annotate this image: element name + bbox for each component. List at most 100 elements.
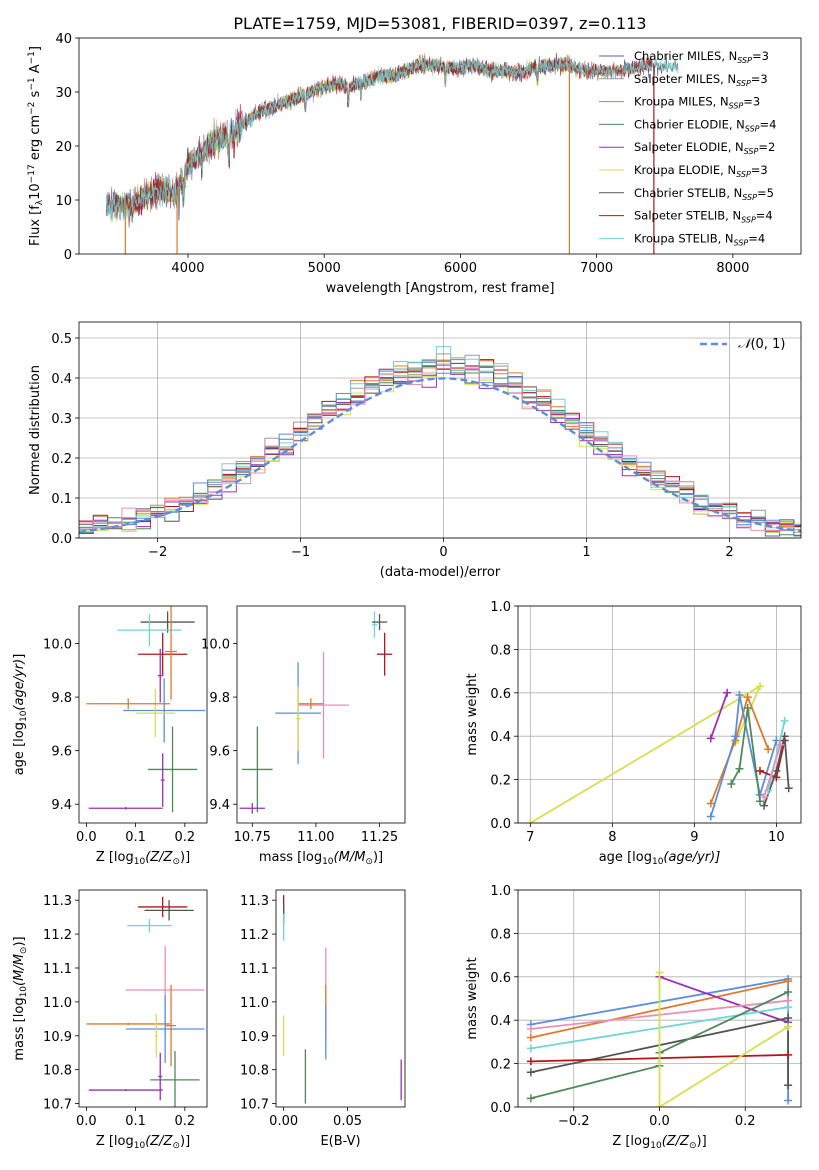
x-tick-label: 0.2 [175, 1114, 196, 1129]
y-tick-label: 0.4 [51, 372, 72, 387]
x-axis-label: age [log10(age/yr)] [599, 850, 721, 867]
plot-area [526, 968, 793, 1107]
x-tick-label: −0.2 [558, 1114, 590, 1129]
y-tick-label: 11.2 [43, 928, 72, 943]
mass-weight-marker [755, 682, 764, 691]
y-tick-label: 0.6 [490, 687, 511, 702]
chart-mw_vs_Z: −0.2 0.0 0.2 0.0 0.2 0.4 0.6 0.8 1.0 Z [log10(Z/Z… [465, 884, 802, 1151]
chart-spectrum: 4000 5000 6000 7000 8000 0 10 20 30 40 wavelength … [27, 32, 802, 296]
x-tick-label: 7 [526, 830, 534, 845]
y-tick-label: 0.4 [490, 730, 511, 745]
plot-area [105, 52, 679, 254]
axes-frame [78, 605, 208, 824]
mass-weight-marker [776, 740, 785, 749]
y-tick-label: 0.2 [490, 1058, 511, 1073]
histogram-series [79, 362, 801, 533]
mass-weight-marker [755, 797, 764, 806]
y-tick-label: 10.0 [201, 638, 230, 653]
x-tick-label: 11.00 [297, 830, 334, 845]
y-tick-label: 10.7 [240, 1098, 269, 1113]
plot-area [283, 895, 402, 1104]
mass-weight-marker [526, 1024, 535, 1033]
x-axis-label: wavelength [Angstrom, rest frame] [326, 281, 555, 296]
mass-weight-line [763, 735, 790, 806]
mass-weight-marker [743, 693, 752, 702]
y-tick-label: 0.0 [490, 1101, 511, 1116]
mass-weight-marker [706, 812, 715, 821]
mass-weight-line [709, 694, 770, 804]
y-tick-label: 0.0 [51, 532, 72, 547]
y-tick-label: 10.0 [43, 638, 72, 653]
histogram-series [79, 367, 801, 532]
mass-weight-marker [526, 1044, 535, 1053]
y-tick-label: 11.1 [240, 962, 269, 977]
plots-layer: 4000 5000 6000 7000 8000010203040wavelength … [12, 32, 802, 1151]
mass-weight-marker [784, 1014, 793, 1023]
histogram-series [79, 360, 801, 536]
y-tick-label: 11.3 [240, 894, 269, 909]
x-tick-label: 0.0 [76, 1114, 97, 1129]
y-axis-label: Normed distribution [28, 365, 43, 495]
x-axis-label: (data-model)/error [380, 565, 501, 580]
mass-weight-marker [784, 977, 793, 986]
y-tick-label: 10.8 [43, 1064, 72, 1079]
x-axis-label: Z [log10(Z/Z⊙)] [612, 1134, 706, 1151]
x-tick-label: 1 [582, 545, 590, 560]
mass-weight-marker [784, 1050, 793, 1059]
mass-weight-marker [655, 968, 664, 977]
y-tick-label: 0.5 [51, 332, 72, 347]
y-tick-label: 10.8 [240, 1064, 269, 1079]
y-tick-label: 11.0 [43, 996, 72, 1011]
plot-area [239, 611, 393, 814]
x-axis-label: Z [log10(Z/Z⊙)] [96, 850, 190, 867]
x-tick-label: 4000 [171, 261, 204, 276]
y-tick-label: 0.0 [490, 817, 511, 832]
plot-area [79, 346, 801, 537]
mass-weight-marker [727, 779, 736, 788]
y-axis-label: Flux [fλ10−17 erg cm−2 s−1 A−1] [27, 46, 45, 246]
mass-weight-marker [760, 801, 769, 810]
legend-entry: Salpeter ELODIE, NSSP=2 [634, 140, 775, 156]
y-tick-label: 0.2 [490, 774, 511, 789]
plot-area [86, 606, 206, 813]
y-tick-label: 0.4 [490, 1014, 511, 1029]
normal-curve [79, 377, 801, 533]
y-tick-label: 11.1 [43, 962, 72, 977]
mass-weight-marker [784, 1096, 793, 1105]
x-tick-label: −2 [148, 545, 167, 560]
legend-entry: Kroupa ELODIE, NSSP=3 [634, 163, 768, 179]
x-tick-label: 2 [725, 545, 733, 560]
x-tick-label: 0.2 [735, 1114, 756, 1129]
axes-frame [78, 889, 208, 1108]
x-tick-label: 0.05 [333, 1114, 362, 1129]
histogram-series [79, 359, 801, 537]
x-tick-label: 10.75 [234, 830, 271, 845]
mass-weight-line [658, 972, 789, 1107]
mass-weight-marker [784, 1022, 793, 1031]
y-tick-label: 0.1 [51, 492, 72, 507]
x-tick-label: 5000 [308, 261, 341, 276]
x-tick-label: 10 [768, 830, 785, 845]
y-tick-label: 1.0 [490, 884, 511, 899]
x-tick-label: 7000 [580, 261, 613, 276]
mass-weight-marker [784, 784, 793, 793]
figure-title: PLATE=1759, MJD=53081, FIBERID=0397, z=0… [233, 14, 646, 33]
y-tick-label: 10.7 [43, 1098, 72, 1113]
chart-residuals: −2 −1 0 1 2 0.0 0.1 0.2 0.3 0.4 0.5 (data-model)/er… [28, 321, 802, 580]
mass-weight-marker [755, 766, 764, 775]
x-tick-label: 8000 [716, 261, 749, 276]
plot-area [86, 896, 205, 1107]
x-tick-label: 0.00 [269, 1114, 298, 1129]
x-tick-label: 9 [690, 830, 698, 845]
y-axis-label: mass [log10(M/M⊙)] [12, 936, 29, 1060]
mass-weight-marker [743, 703, 752, 712]
x-tick-label: 0.1 [125, 1114, 146, 1129]
y-axis-label: age [log10(age/yr)] [12, 654, 29, 776]
x-tick-label: 0.0 [76, 830, 97, 845]
mass-weight-marker [784, 1081, 793, 1090]
histogram-series [79, 346, 801, 532]
y-tick-label: 0.8 [490, 643, 511, 658]
mass-weight-marker [764, 745, 773, 754]
y-tick-label: 9.8 [51, 691, 72, 706]
y-axis-label: mass weight [465, 673, 480, 755]
